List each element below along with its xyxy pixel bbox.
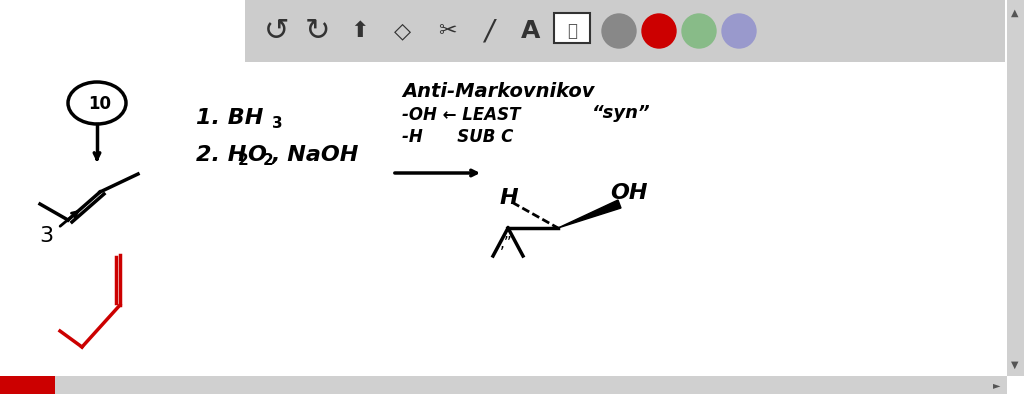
Text: ✂: ✂: [437, 21, 457, 41]
Text: ↺: ↺: [264, 17, 290, 45]
Text: 10: 10: [88, 95, 112, 113]
Circle shape: [682, 14, 716, 48]
FancyBboxPatch shape: [245, 0, 1005, 62]
Text: -OH ← LEAST: -OH ← LEAST: [402, 106, 520, 124]
Text: ⛰: ⛰: [567, 22, 577, 40]
Text: A: A: [521, 19, 541, 43]
Text: 2: 2: [238, 153, 249, 168]
Text: -H      SUB C: -H SUB C: [402, 128, 513, 146]
Text: ►: ►: [992, 380, 1000, 390]
Text: /: /: [484, 17, 494, 45]
Text: ⬆: ⬆: [350, 21, 370, 41]
Text: ▲: ▲: [1012, 8, 1019, 18]
Text: O: O: [247, 145, 266, 165]
FancyBboxPatch shape: [1007, 0, 1024, 376]
Text: 3: 3: [272, 116, 283, 131]
FancyBboxPatch shape: [554, 13, 590, 43]
Circle shape: [642, 14, 676, 48]
Text: ▼: ▼: [1012, 360, 1019, 370]
Text: 3: 3: [39, 226, 53, 246]
Text: , NaOH: , NaOH: [272, 145, 359, 165]
Text: 2: 2: [263, 153, 273, 168]
Circle shape: [602, 14, 636, 48]
Text: “syn”: “syn”: [592, 104, 650, 122]
FancyBboxPatch shape: [0, 376, 1007, 394]
FancyBboxPatch shape: [0, 376, 55, 394]
Text: 1. BH: 1. BH: [196, 108, 263, 128]
Text: ◄: ◄: [8, 380, 15, 390]
Circle shape: [722, 14, 756, 48]
Text: Anti-Markovnikov: Anti-Markovnikov: [402, 82, 595, 101]
Text: ◇: ◇: [394, 21, 412, 41]
Text: 2. H: 2. H: [196, 145, 247, 165]
Text: OH: OH: [610, 183, 647, 203]
Text: ↻: ↻: [304, 17, 330, 45]
Text: ,”: ,”: [500, 236, 512, 251]
Polygon shape: [558, 200, 621, 228]
Text: H: H: [500, 188, 518, 208]
